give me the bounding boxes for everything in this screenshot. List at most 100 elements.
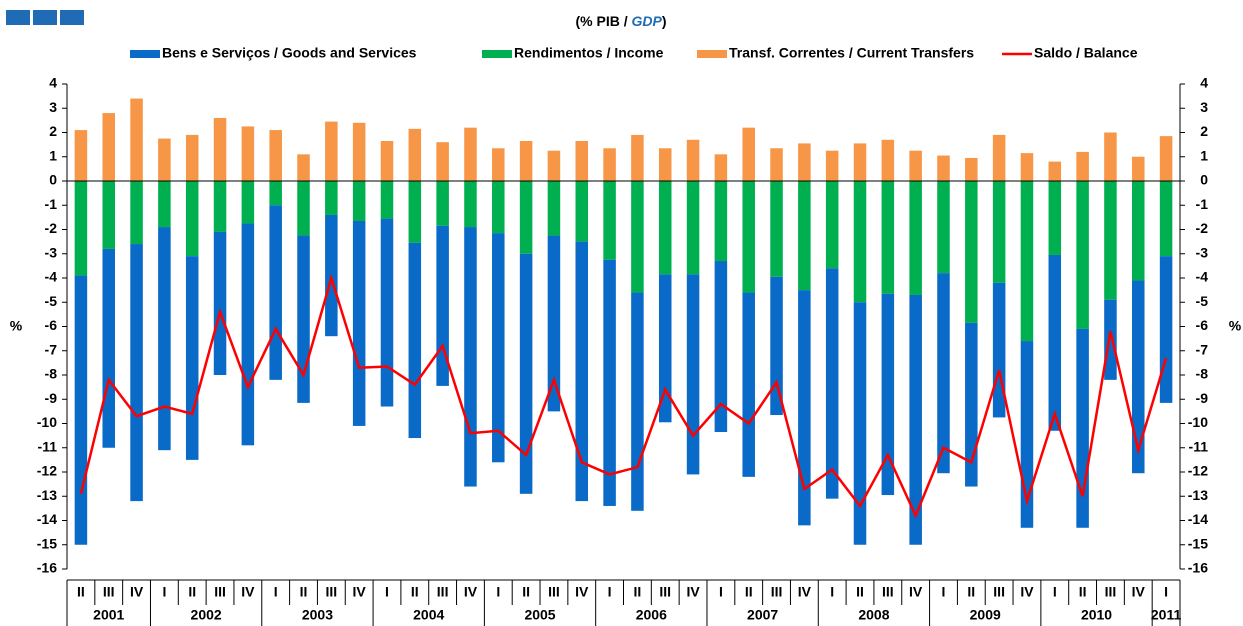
bar bbox=[519, 253, 533, 494]
x-tick-label: III bbox=[437, 584, 449, 600]
bar bbox=[881, 293, 895, 496]
legend-label: Transf. Correntes / Current Transfers bbox=[729, 45, 974, 61]
bar bbox=[825, 181, 839, 269]
y2-tick-label: -1 bbox=[1196, 196, 1209, 212]
x-tick-label: IV bbox=[241, 584, 255, 600]
bar bbox=[658, 274, 672, 423]
bar bbox=[1104, 299, 1117, 380]
subtitle: (% PIB / GDP) bbox=[575, 13, 666, 29]
bar bbox=[519, 140, 533, 181]
bar bbox=[965, 157, 978, 181]
bar bbox=[1048, 254, 1062, 431]
bar bbox=[770, 148, 783, 181]
y-tick-label: 2 bbox=[49, 123, 57, 139]
bar bbox=[130, 98, 143, 181]
bar bbox=[408, 128, 422, 181]
x-tick-label: I bbox=[1053, 584, 1057, 600]
balance-line bbox=[79, 273, 1168, 519]
y2-tick-label: 0 bbox=[1200, 172, 1208, 188]
legend-marker bbox=[482, 50, 512, 58]
bar bbox=[1104, 132, 1117, 181]
bar bbox=[325, 181, 338, 215]
x-tick-label: IV bbox=[1132, 584, 1146, 600]
bar bbox=[1076, 151, 1089, 181]
bar bbox=[742, 181, 755, 293]
bar bbox=[1104, 181, 1117, 300]
y2-tick-label: -5 bbox=[1196, 293, 1209, 309]
y-axis-label: % bbox=[10, 318, 23, 334]
bar bbox=[909, 181, 922, 295]
bar bbox=[158, 227, 171, 451]
subtitle-part: GDP bbox=[632, 13, 663, 29]
y-tick-label: -11 bbox=[38, 438, 58, 454]
bar bbox=[742, 127, 755, 181]
bar bbox=[102, 248, 115, 448]
y2-tick-label: -10 bbox=[1188, 414, 1208, 430]
x-tick-label: I bbox=[385, 584, 389, 600]
bar bbox=[603, 181, 616, 260]
bar bbox=[631, 292, 644, 511]
bar bbox=[909, 150, 922, 181]
legend-marker bbox=[697, 50, 727, 58]
bar bbox=[1048, 181, 1062, 255]
x-tick-label: III bbox=[771, 584, 783, 600]
year-label: 2002 bbox=[191, 607, 222, 623]
bar bbox=[547, 235, 561, 412]
bar bbox=[492, 233, 505, 463]
bar bbox=[464, 127, 477, 181]
y-tick-label: -6 bbox=[45, 317, 58, 333]
bar bbox=[1132, 280, 1145, 474]
y-tick-label: -2 bbox=[45, 220, 58, 236]
bar bbox=[909, 294, 922, 545]
bar bbox=[213, 117, 227, 181]
y2-tick-label: -16 bbox=[1188, 560, 1208, 576]
legend-marker bbox=[130, 50, 160, 58]
bar bbox=[1076, 328, 1089, 528]
bar bbox=[102, 181, 115, 249]
x-tick-label: I bbox=[608, 584, 612, 600]
bar bbox=[992, 282, 1006, 418]
y2-tick-label: 1 bbox=[1200, 147, 1208, 163]
bar bbox=[464, 227, 477, 487]
bar bbox=[269, 181, 282, 206]
y2-tick-label: -12 bbox=[1188, 463, 1208, 479]
y-tick-label: -15 bbox=[37, 535, 57, 551]
y-tick-label: -13 bbox=[37, 487, 57, 503]
bar bbox=[241, 223, 255, 446]
bar bbox=[1076, 181, 1089, 329]
bar bbox=[325, 121, 338, 181]
bar bbox=[436, 142, 449, 181]
x-tick-label: III bbox=[326, 584, 338, 600]
year-label: 2008 bbox=[858, 607, 889, 623]
y-tick-label: 0 bbox=[49, 172, 57, 188]
bar bbox=[547, 150, 561, 181]
bar bbox=[686, 139, 700, 181]
x-tick-label: II bbox=[77, 584, 85, 600]
bar bbox=[742, 292, 755, 477]
year-label: 2007 bbox=[747, 607, 778, 623]
bar bbox=[185, 256, 199, 460]
year-label: 2005 bbox=[524, 607, 555, 623]
bar bbox=[241, 181, 255, 224]
subtitle-part: (% PIB / bbox=[575, 13, 631, 29]
bar bbox=[853, 181, 867, 303]
x-tick-label: III bbox=[659, 584, 671, 600]
y2-tick-label: -15 bbox=[1188, 535, 1208, 551]
logo-block bbox=[6, 10, 30, 25]
y-tick-label: 1 bbox=[49, 147, 57, 163]
x-tick-label: II bbox=[856, 584, 864, 600]
year-label: 2010 bbox=[1081, 607, 1112, 623]
x-tick-label: III bbox=[214, 584, 226, 600]
y2-tick-label: -3 bbox=[1196, 244, 1209, 260]
bar bbox=[158, 138, 171, 181]
x-tick-label: I bbox=[496, 584, 500, 600]
bar bbox=[937, 155, 950, 181]
x-tick-label: IV bbox=[798, 584, 812, 600]
y2-tick-label: -13 bbox=[1188, 487, 1208, 503]
bar bbox=[352, 181, 366, 222]
bar bbox=[436, 225, 449, 386]
bar bbox=[74, 275, 88, 545]
y2-tick-label: 2 bbox=[1200, 123, 1208, 139]
x-tick-label: III bbox=[882, 584, 894, 600]
